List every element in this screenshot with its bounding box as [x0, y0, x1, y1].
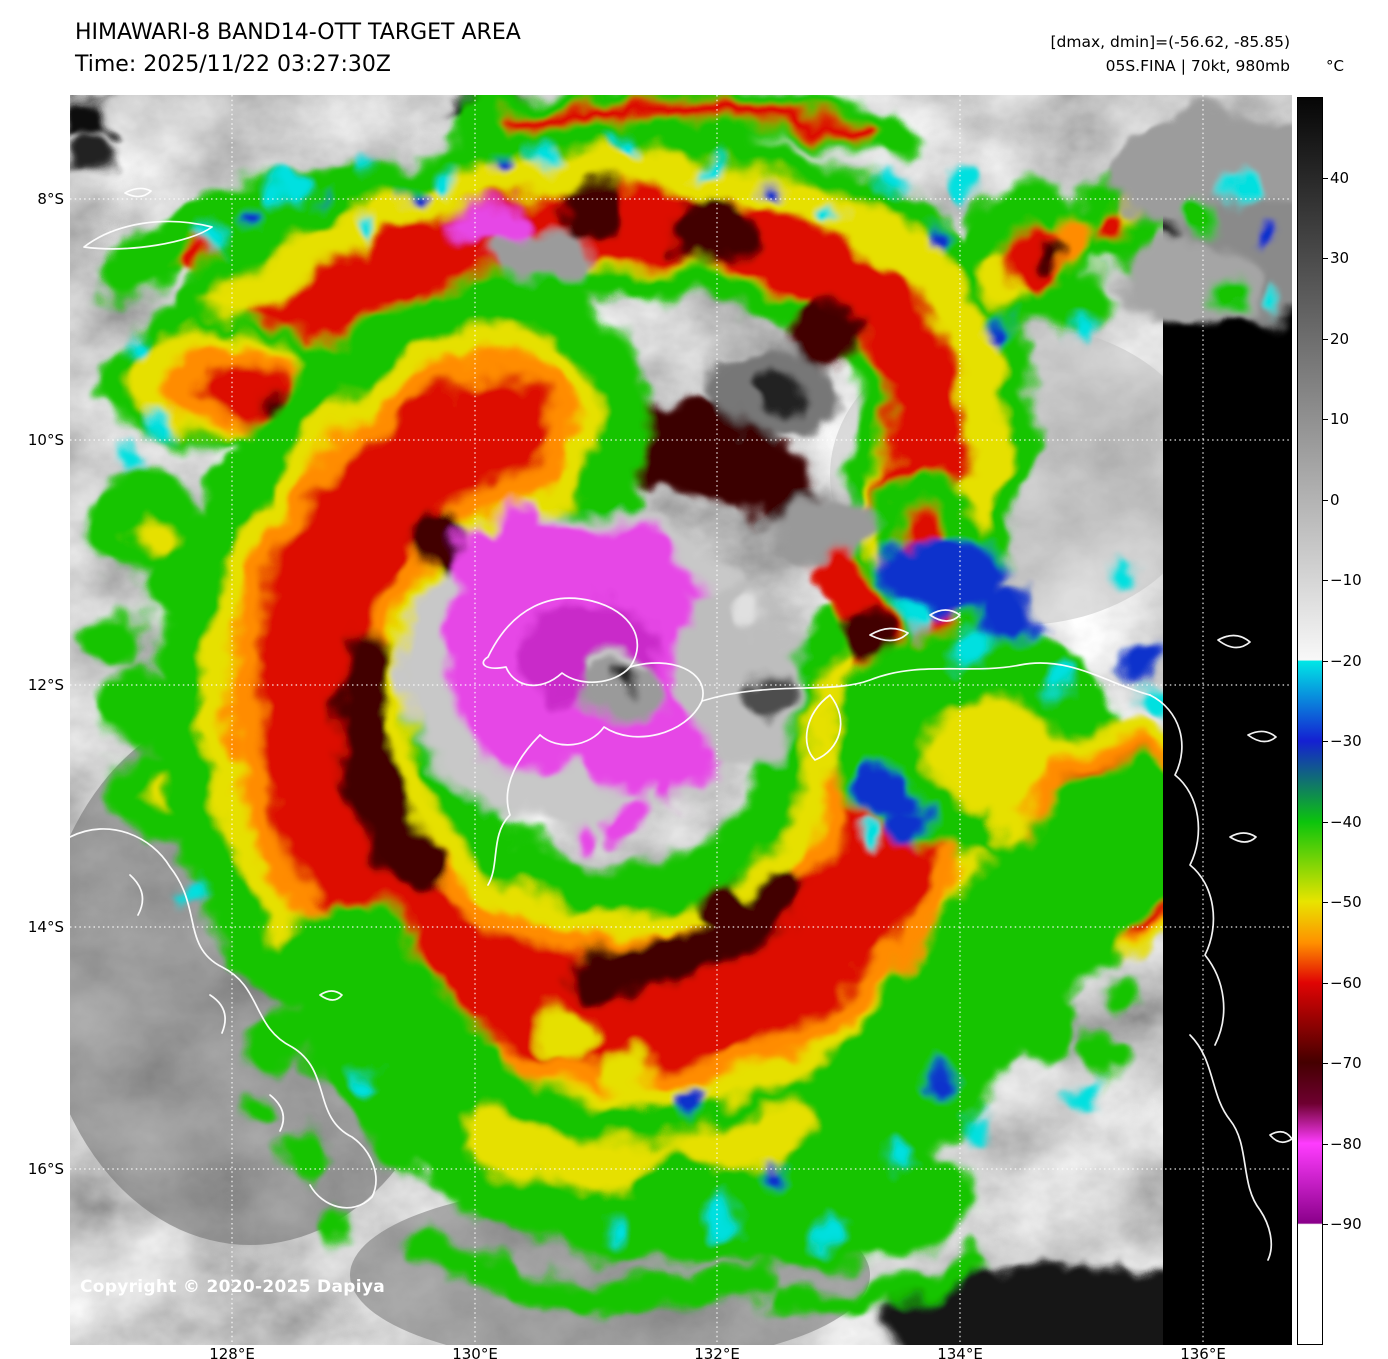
- colorbar-tick-label: 10: [1322, 410, 1350, 428]
- colorbar-tick-label: 40: [1322, 169, 1350, 187]
- colorbar-tick-label: −60: [1323, 974, 1362, 992]
- colorbar-tick-label: −70: [1323, 1054, 1362, 1072]
- colorbar-tick-label: 0: [1323, 491, 1340, 509]
- colorbar-tick-label: −30: [1323, 732, 1362, 750]
- lon-label: 136°E: [1180, 1345, 1226, 1359]
- copyright: Copyright © 2020-2025 Dapiya: [80, 1277, 385, 1297]
- colorbar-tick-label: 30: [1322, 249, 1350, 267]
- lon-label: 128°E: [209, 1345, 255, 1359]
- clouds-over-strip: [1110, 105, 1292, 330]
- lat-label: 8°S: [37, 190, 64, 208]
- colorbar-tick-label: −10: [1323, 571, 1362, 589]
- lat-label: 10°S: [27, 431, 64, 449]
- lon-label: 134°E: [937, 1345, 983, 1359]
- lon-label: 132°E: [694, 1345, 740, 1359]
- colorbar-tick-label: −20: [1323, 652, 1362, 670]
- colorbar-tick-label: −40: [1323, 813, 1362, 831]
- colorbar-unit-label: °C: [1326, 57, 1344, 75]
- cold-cloud-overlay: [70, 95, 1280, 1345]
- colorbar-tick-label: −90: [1323, 1215, 1362, 1233]
- lat-label: 12°S: [27, 676, 64, 694]
- colorbar: [1297, 97, 1323, 1345]
- cyclone-eye: [572, 651, 664, 723]
- lat-label: 14°S: [27, 918, 64, 936]
- graticule: [70, 95, 1292, 1345]
- satellite-ir-canvas: [70, 95, 1292, 1345]
- coastlines: [70, 187, 1292, 1261]
- dmax-dmin-readout: [dmax, dmin]=(-56.62, -85.85): [1050, 33, 1291, 51]
- lon-label: 130°E: [452, 1345, 498, 1359]
- storm-info: 05S.FINA | 70kt, 980mb: [1105, 57, 1290, 75]
- colorbar-tick-label: 20: [1322, 330, 1350, 348]
- page-title: HIMAWARI-8 BAND14-OTT TARGET AREA: [75, 20, 521, 45]
- colorbar-tick-label: −80: [1323, 1135, 1362, 1153]
- colorbar-tick-label: −50: [1323, 893, 1362, 911]
- lat-label: 16°S: [27, 1160, 64, 1178]
- timestamp: Time: 2025/11/22 03:27:30Z: [75, 52, 391, 77]
- no-data-strip: [1163, 213, 1292, 1345]
- satellite-image: Copyright © 2020-2025 Dapiya: [70, 95, 1292, 1345]
- header-readouts: [dmax, dmin]=(-56.62, -85.85) 05S.FINA |…: [1051, 30, 1291, 78]
